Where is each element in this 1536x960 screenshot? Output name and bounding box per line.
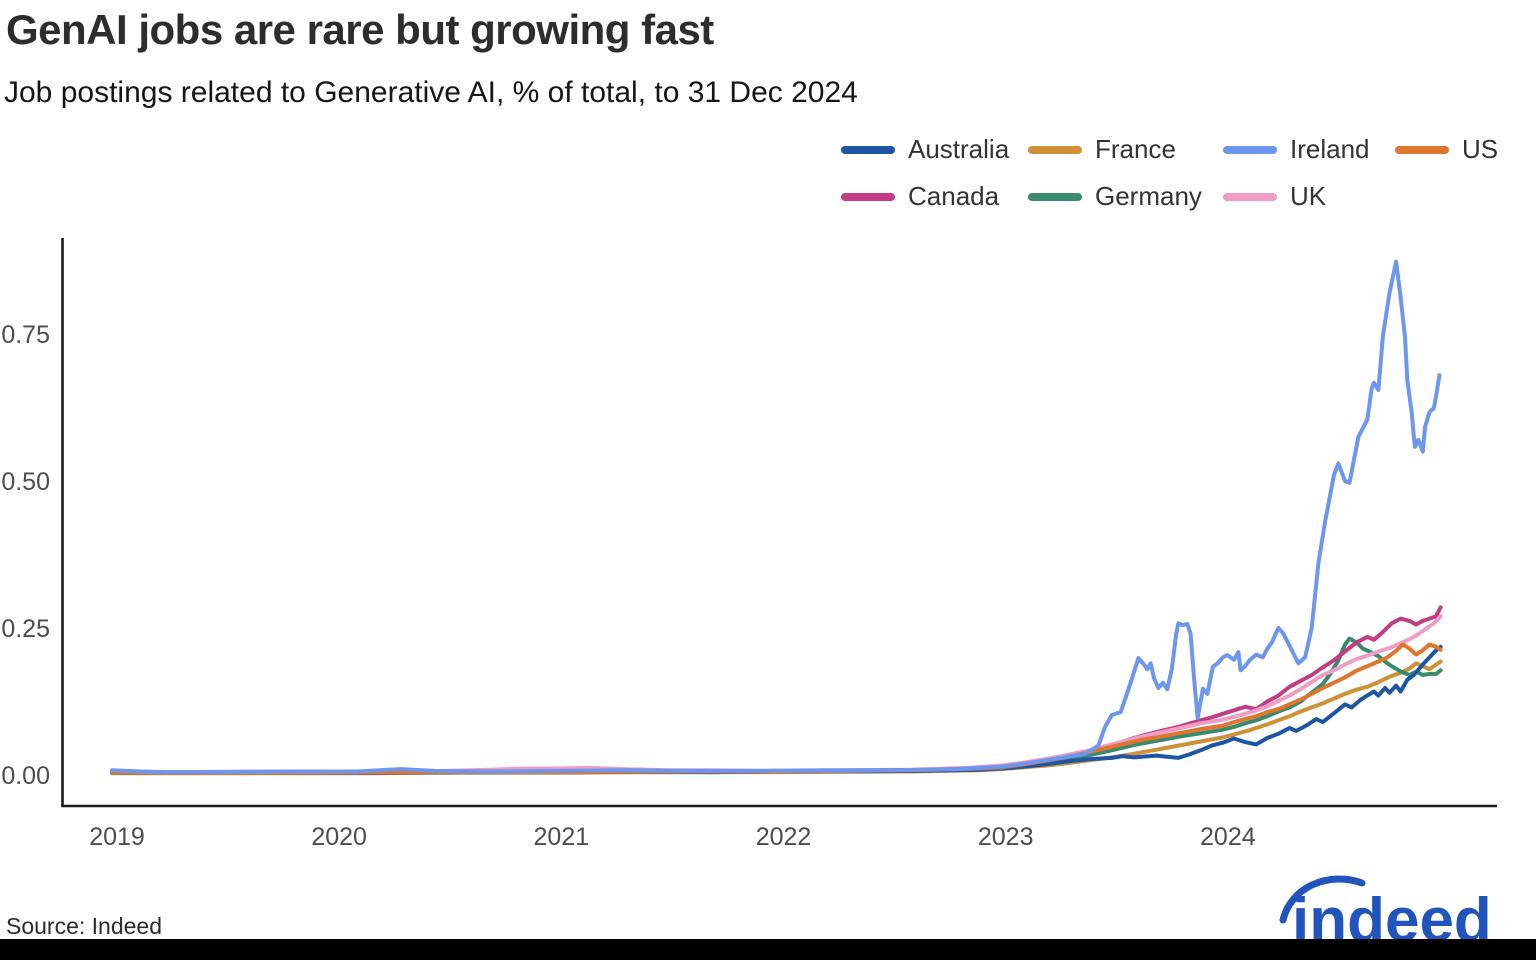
- chart-title: GenAI jobs are rare but growing fast: [6, 6, 714, 53]
- legend-column: Australia Canada: [841, 126, 1028, 220]
- legend-item-ireland: Ireland: [1223, 126, 1395, 173]
- legend-swatch-icon: [841, 192, 895, 201]
- y-tick-label: 0.00: [1, 762, 50, 790]
- y-tick-label: 0.25: [1, 615, 50, 643]
- legend-column: France Germany: [1028, 126, 1223, 220]
- indeed-logo-arc-icon: [1279, 875, 1366, 924]
- legend-swatch-icon: [841, 145, 895, 154]
- series-line-uk: [110, 614, 1443, 775]
- legend-item-france: France: [1028, 126, 1223, 173]
- x-tick-label: 2019: [89, 823, 145, 851]
- chart-subtitle: Job postings related to Generative AI, %…: [4, 76, 858, 109]
- legend-item-canada: Canada: [841, 173, 1028, 220]
- legend-swatch-icon: [1395, 145, 1449, 154]
- legend-label: UK: [1290, 181, 1327, 211]
- series-line-germany: [110, 636, 1443, 775]
- x-tick-label: 2021: [534, 823, 590, 851]
- legend-item-uk: UK: [1223, 173, 1395, 220]
- legend-label: US: [1462, 134, 1499, 164]
- series-line-ireland: [110, 259, 1442, 775]
- series-line-canada: [110, 605, 1443, 775]
- x-tick-label: 2023: [978, 823, 1034, 851]
- legend-item-us: US: [1395, 126, 1498, 173]
- legend-swatch-icon: [1028, 145, 1082, 154]
- legend-column: US: [1395, 126, 1498, 220]
- legend: Australia Canada France Germany Ireland UK US: [841, 126, 1498, 220]
- x-tick-label: 2022: [756, 823, 812, 851]
- legend-swatch-icon: [1223, 145, 1277, 154]
- x-tick-label: 2020: [311, 823, 367, 851]
- legend-label: Germany: [1095, 181, 1202, 211]
- y-tick-label: 0.75: [1, 321, 50, 349]
- legend-item-australia: Australia: [841, 126, 1028, 173]
- legend-label: Australia: [908, 134, 1010, 164]
- bottom-bar: [0, 939, 1536, 960]
- legend-label: France: [1095, 134, 1176, 164]
- legend-swatch-icon: [1028, 192, 1082, 201]
- legend-label: Ireland: [1290, 134, 1370, 164]
- legend-swatch-icon: [1223, 192, 1277, 201]
- legend-item-germany: Germany: [1028, 173, 1223, 220]
- x-tick-label: 2024: [1200, 823, 1256, 851]
- source-note: Source: Indeed: [6, 913, 163, 939]
- series-line-france: [110, 659, 1443, 776]
- legend-column: Ireland UK: [1223, 126, 1395, 220]
- legend-label: Canada: [908, 181, 1000, 211]
- y-tick-label: 0.50: [1, 468, 50, 496]
